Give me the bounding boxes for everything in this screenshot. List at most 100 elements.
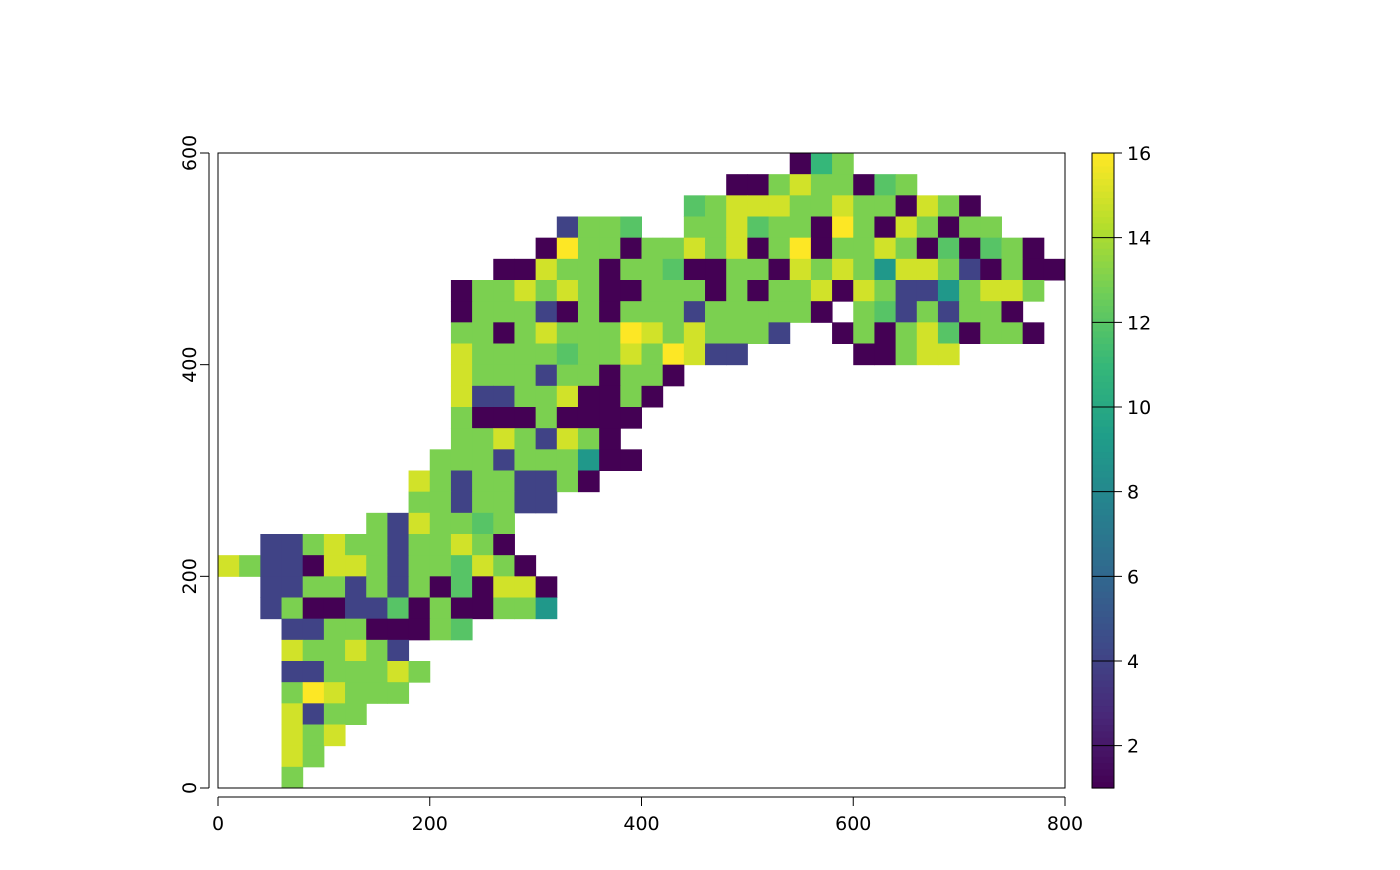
raster-cell (302, 661, 325, 683)
raster-cell (916, 343, 939, 366)
raster-cell (937, 216, 960, 239)
raster-cell (302, 534, 325, 556)
raster-cell (302, 724, 325, 747)
raster-cell (323, 703, 346, 725)
raster-cell (514, 555, 537, 577)
raster-cell (895, 280, 918, 302)
raster-cell (641, 301, 664, 323)
raster-cell (556, 322, 579, 344)
raster-cell (323, 534, 346, 556)
colorbar-segment (1092, 756, 1114, 764)
raster-cell (345, 703, 367, 725)
colorbar-segment (1092, 514, 1114, 522)
raster-cell (387, 512, 410, 535)
raster-cell (789, 237, 812, 260)
raster-cell (556, 364, 579, 387)
raster-cell (1022, 258, 1045, 281)
raster-cell (747, 280, 770, 302)
colorbar-tick-label: 12 (1127, 312, 1151, 334)
raster-cell (768, 280, 791, 302)
raster-cell (810, 301, 833, 323)
colorbar-segment (1092, 356, 1114, 364)
colorbar-segment (1092, 311, 1114, 319)
raster-cell (345, 555, 367, 577)
raster-cell (916, 322, 939, 344)
raster-cell (302, 618, 325, 641)
raster-cell (281, 766, 304, 789)
raster-cell (472, 597, 494, 620)
colorbar-segment (1092, 343, 1114, 351)
colorbar-segment (1092, 521, 1114, 529)
raster-cell (705, 258, 727, 281)
raster-cell (980, 216, 1002, 239)
raster-cell (408, 576, 431, 598)
raster-cell (853, 195, 875, 217)
raster-cell (937, 258, 960, 281)
raster-cell (556, 407, 579, 429)
raster-cell (789, 174, 812, 196)
raster-cell (556, 385, 579, 408)
raster-cell (493, 449, 515, 471)
raster-cell (853, 237, 875, 260)
colorbar-segment (1092, 470, 1114, 478)
colorbar-segment (1092, 330, 1114, 338)
raster-cell (832, 195, 854, 217)
raster-cell (768, 174, 791, 196)
colorbar-segment (1092, 260, 1114, 268)
raster-cell (450, 512, 473, 535)
y-tick-label: 400 (179, 347, 201, 383)
raster-cell (345, 618, 367, 641)
raster-cell (853, 280, 875, 302)
raster-cell (260, 555, 283, 577)
colorbar-segment (1092, 673, 1114, 681)
raster-cell (620, 407, 642, 429)
raster-cell (408, 512, 431, 535)
raster-cell (450, 385, 473, 408)
raster-cell (556, 449, 579, 471)
raster-cell (281, 639, 304, 662)
raster-cell (705, 343, 727, 366)
raster-cell (683, 216, 706, 239)
raster-cell (620, 216, 642, 239)
raster-cell (535, 470, 558, 493)
raster-cell (874, 174, 897, 196)
raster-cell (959, 258, 981, 281)
raster-cell (323, 661, 346, 683)
raster-cell (599, 385, 621, 408)
y-tick-label: 0 (179, 782, 201, 794)
raster-cell (429, 449, 452, 471)
raster-cell (366, 555, 388, 577)
raster-cell (387, 639, 410, 662)
raster-cell (323, 555, 346, 577)
raster-cell (577, 258, 600, 281)
raster-cell (514, 428, 537, 450)
raster-cell (535, 449, 558, 471)
raster-cell (429, 512, 452, 535)
raster-cell (577, 301, 600, 323)
raster-cell (493, 597, 515, 620)
x-tick-label: 400 (623, 813, 659, 835)
raster-cell (472, 428, 494, 450)
raster-cell (599, 407, 621, 429)
raster-cell (853, 301, 875, 323)
raster-cell (577, 322, 600, 344)
raster-cell (789, 216, 812, 239)
raster-cell (493, 322, 515, 344)
raster-cell (450, 343, 473, 366)
raster-cell (577, 428, 600, 450)
raster-cell (1022, 322, 1045, 344)
colorbar-segment (1092, 502, 1114, 510)
raster-cell (302, 555, 325, 577)
raster-cell (1001, 237, 1024, 260)
raster-cell (747, 174, 770, 196)
raster-cell (641, 237, 664, 260)
raster-cell (556, 470, 579, 493)
raster-cell (472, 470, 494, 493)
colorbar-segment (1092, 553, 1114, 560)
colorbar-tick-label: 10 (1127, 397, 1151, 419)
colorbar-segment (1092, 667, 1114, 675)
raster-cell (366, 597, 388, 620)
raster-cell (493, 364, 515, 387)
raster-cell (1043, 258, 1066, 281)
raster-cell (789, 153, 812, 175)
